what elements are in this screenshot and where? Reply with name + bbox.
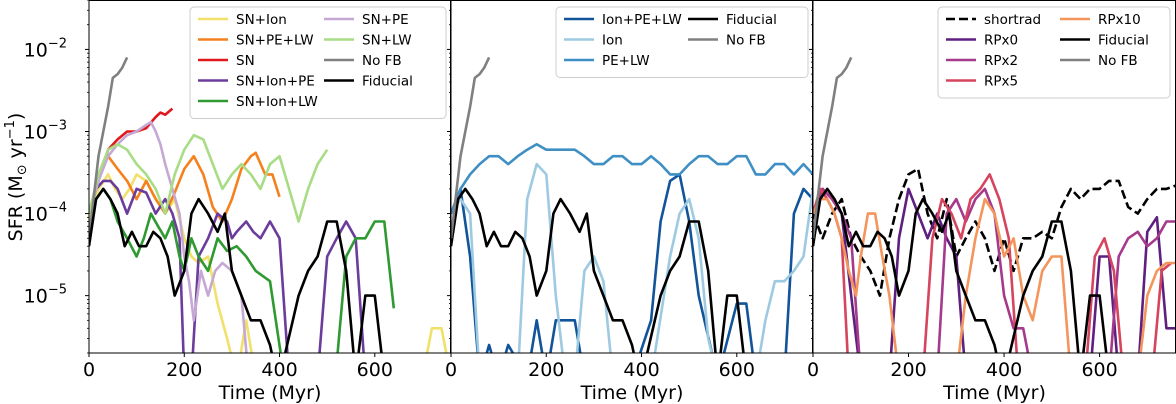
x-tick-label: 600 bbox=[1081, 359, 1117, 381]
legend: Ion+PE+LW Ion PE+LW Fiducial No FB bbox=[555, 6, 809, 78]
legend-label: PE+LW bbox=[602, 53, 650, 69]
series-line-no-fb bbox=[451, 56, 491, 239]
series-line-fiducial bbox=[813, 187, 1108, 353]
series-line-fiducial bbox=[89, 187, 383, 353]
legend-label: Ion bbox=[602, 33, 623, 49]
series-group bbox=[89, 56, 448, 353]
series-line-rpx0 bbox=[813, 187, 1176, 353]
legend-label: Fiducial bbox=[1098, 33, 1149, 49]
x-tick-label: 400 bbox=[986, 359, 1022, 381]
series-line-shortrad bbox=[813, 167, 1176, 297]
y-tick-label: 10−2 bbox=[24, 36, 67, 61]
series-group bbox=[451, 56, 813, 353]
legend-label: SN+Ion bbox=[236, 12, 287, 28]
legend-label: SN+LW bbox=[362, 33, 412, 49]
y-axis-label: SFR (M⊙ yr−1) bbox=[3, 113, 30, 242]
x-tick-label: 200 bbox=[890, 359, 926, 381]
x-axis-label: Time (Myr) bbox=[580, 382, 684, 404]
x-axis-label: Time (Myr) bbox=[218, 382, 322, 404]
x-tick-label: 200 bbox=[166, 359, 202, 381]
series-line-sn-lw bbox=[89, 133, 329, 223]
x-tick-label: 200 bbox=[528, 359, 564, 381]
series-line-pe-lw bbox=[451, 142, 813, 215]
legend-label: Fiducial bbox=[726, 12, 777, 28]
legend: shortrad RPx0 RPx2 RPx5 RPx10 Fiducial No FB bbox=[937, 6, 1171, 99]
legend-label: Fiducial bbox=[362, 74, 413, 90]
legend-label: SN+Ion+PE bbox=[236, 74, 315, 90]
x-tick-label: 400 bbox=[623, 359, 659, 381]
x-tick-label: 400 bbox=[261, 359, 297, 381]
legend-label: No FB bbox=[1098, 53, 1138, 69]
series-line-sn-ion bbox=[89, 173, 448, 353]
legend-label: RPx2 bbox=[984, 53, 1018, 69]
x-tick-label: 0 bbox=[445, 359, 457, 381]
legend-label: SN+Ion+LW bbox=[236, 94, 318, 110]
legend-label: SN+PE bbox=[362, 12, 409, 28]
legend-label: No FB bbox=[362, 53, 402, 69]
series-line-no-fb bbox=[89, 56, 129, 239]
legend-box bbox=[937, 6, 1171, 99]
y-tick-label: 10−4 bbox=[24, 201, 67, 226]
legend-label: SN+PE+LW bbox=[236, 33, 314, 49]
legend-label: RPx0 bbox=[984, 33, 1018, 49]
x-tick-label: 600 bbox=[357, 359, 393, 381]
series-line-rpx10 bbox=[813, 197, 1176, 353]
legend-label: shortrad bbox=[984, 12, 1041, 28]
x-tick-label: 0 bbox=[807, 359, 819, 381]
series-group bbox=[813, 56, 1176, 353]
panel-right: 0 200 400 600 Time (Myr) shortrad RPx0 RPx2 RPx5… bbox=[807, 0, 1176, 404]
series-line-no-fb bbox=[813, 56, 853, 239]
series-line-sn-ion-lw bbox=[89, 187, 396, 353]
y-tick-label: 10−3 bbox=[24, 118, 67, 143]
panel-middle: 0 200 400 600 Time (Myr) Ion+PE+LW Ion PE+LW Fid… bbox=[445, 0, 813, 404]
legend-box bbox=[189, 6, 447, 119]
panel-left: 0 200 400 600 Time (Myr) 10−5 10−4 10−3 10−2 SN+I… bbox=[24, 0, 451, 404]
legend-box bbox=[555, 6, 809, 78]
x-tick-label: 0 bbox=[83, 359, 95, 381]
series-line-rpx5 bbox=[813, 173, 1173, 353]
x-axis-label: Time (Myr) bbox=[942, 382, 1046, 404]
y-tick-label: 10−5 bbox=[24, 283, 67, 308]
legend-label: Ion+PE+LW bbox=[602, 12, 682, 28]
series-line-sn-pe-lw bbox=[89, 151, 281, 223]
series-line-fiducial bbox=[451, 187, 745, 353]
legend-label: RPx10 bbox=[1098, 12, 1141, 28]
legend: SN+Ion SN+PE+LW SN SN+Ion+PE SN+Ion+LW SN+PE S… bbox=[189, 6, 447, 119]
series-line-ion-pe-lw bbox=[451, 173, 813, 353]
legend-label: No FB bbox=[726, 33, 766, 49]
x-tick-label: 600 bbox=[719, 359, 755, 381]
legend-label: RPx5 bbox=[984, 74, 1018, 90]
legend-label: SN bbox=[236, 53, 255, 69]
